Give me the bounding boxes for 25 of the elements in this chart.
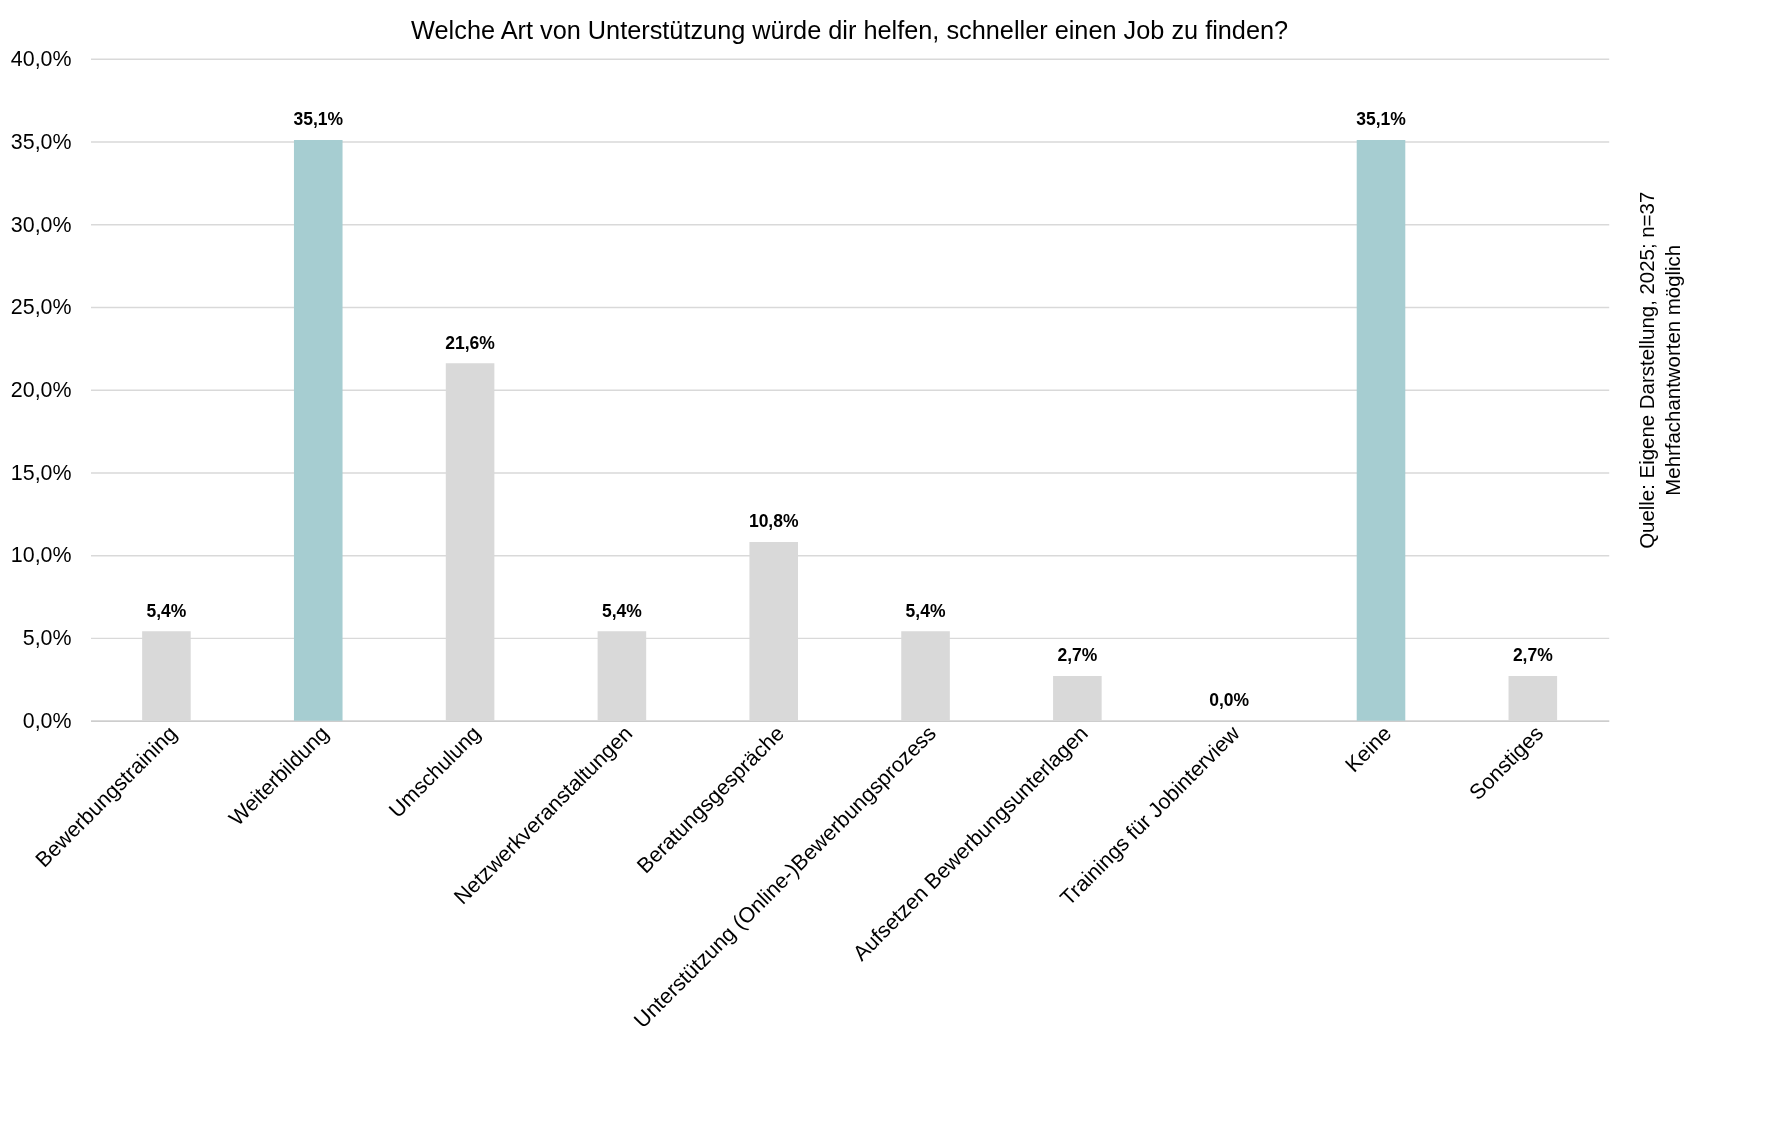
data-label: 5,4% — [146, 600, 187, 621]
y-tick-label: 5,0% — [22, 626, 72, 651]
y-tick-label: 40,0% — [10, 47, 72, 72]
y-tick-label: 25,0% — [10, 295, 72, 320]
bar — [1356, 139, 1406, 721]
bar — [293, 139, 343, 721]
y-tick-label: 15,0% — [10, 460, 72, 485]
bar — [1508, 675, 1558, 721]
source-note: Quelle: Eigene Darstellung, 2025; n=37 — [1635, 191, 1658, 549]
data-label: 2,7% — [1512, 645, 1554, 666]
data-label: 0,0% — [1209, 690, 1250, 711]
chart-title: Welche Art von Unterstützung würde dir helfen, schneller einen Job zu finden? — [411, 16, 1289, 45]
data-label: 35,1% — [293, 109, 344, 130]
y-tick-label: 30,0% — [10, 212, 72, 237]
text: Mehrfachantworten möglich — [1661, 244, 1684, 496]
data-label: 10,8% — [748, 511, 799, 532]
y-tick-label: 20,0% — [10, 378, 72, 403]
data-label: 5,4% — [905, 600, 946, 621]
bar — [1053, 675, 1102, 721]
y-tick-label: 35,0% — [10, 129, 72, 154]
data-label: 35,1% — [1356, 109, 1407, 130]
y-tick-label: 10,0% — [10, 543, 72, 568]
data-label: 2,7% — [1057, 645, 1098, 666]
data-label: 5,4% — [601, 600, 643, 621]
data-label: 21,6% — [445, 332, 496, 353]
